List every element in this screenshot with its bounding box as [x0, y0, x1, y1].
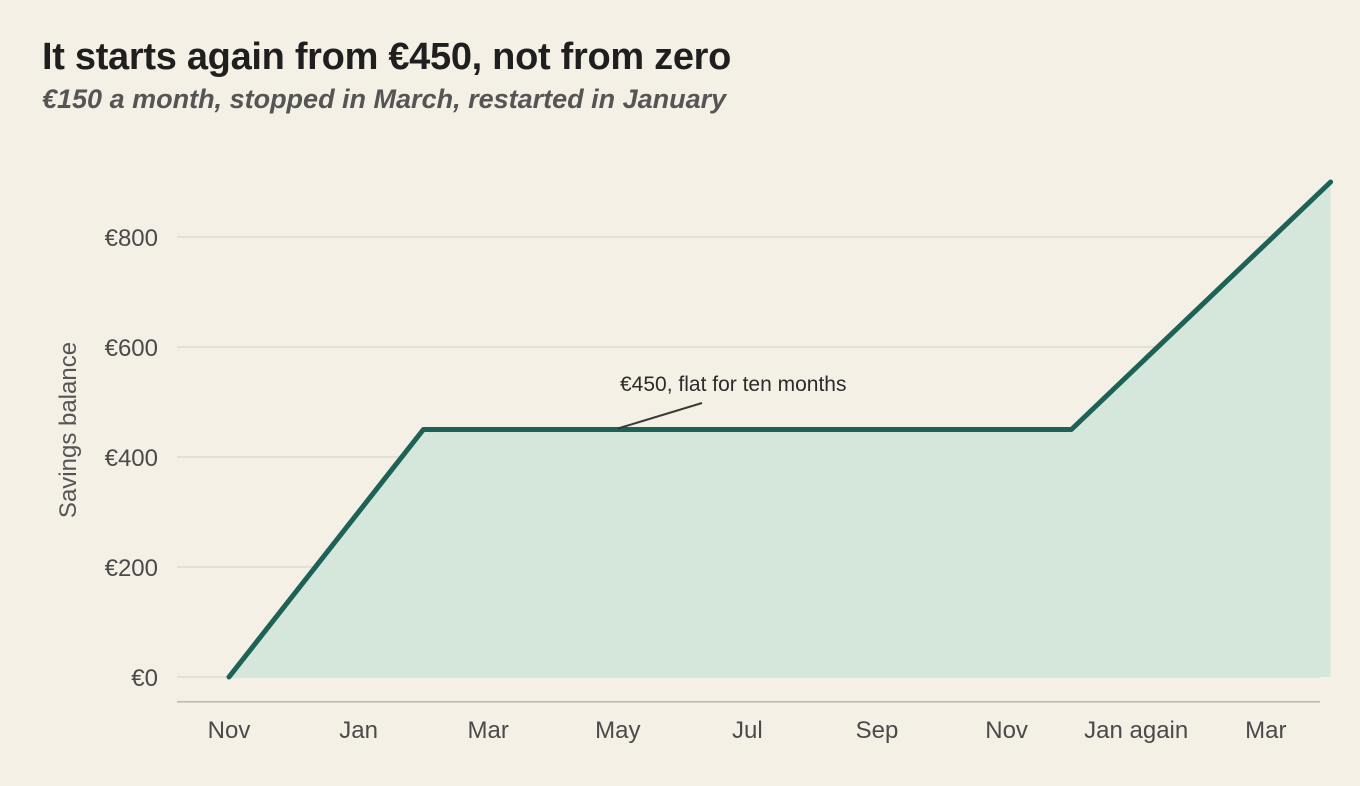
x-tick-label-2: Mar: [468, 717, 509, 744]
y-tick-label-3: €600: [105, 335, 158, 362]
y-tick-label-1: €200: [105, 555, 158, 582]
x-tick-label-1: Jan: [339, 717, 378, 744]
y-axis-title: Savings balance: [55, 342, 82, 518]
x-tick-label-3: May: [595, 717, 640, 744]
x-tick-label-4: Jul: [732, 717, 763, 744]
x-tick-label-8: Mar: [1245, 717, 1286, 744]
y-tick-label-0: €0: [131, 665, 158, 692]
x-tick-label-5: Sep: [856, 717, 899, 744]
series-line: [226, 179, 1334, 680]
y-axis-ticks: €0 €200 €400 €600 €800: [105, 225, 158, 692]
y-tick-label-4: €800: [105, 225, 158, 252]
annotation-label: €450, flat for ten months: [620, 373, 846, 396]
x-axis-ticks: Nov Jan Mar May Jul Sep Nov Jan again Mar: [208, 717, 1287, 744]
chart-subtitle: €150 a month, stopped in March, restarte…: [42, 84, 727, 114]
x-tick-label-0: Nov: [208, 717, 251, 744]
x-tick-label-6: Nov: [985, 717, 1028, 744]
annotation-leader: [617, 402, 703, 430]
x-tick-label-7: Jan again: [1084, 717, 1188, 744]
chart-title: It starts again from €450, not from zero: [42, 36, 732, 78]
y-tick-label-2: €400: [105, 445, 158, 472]
